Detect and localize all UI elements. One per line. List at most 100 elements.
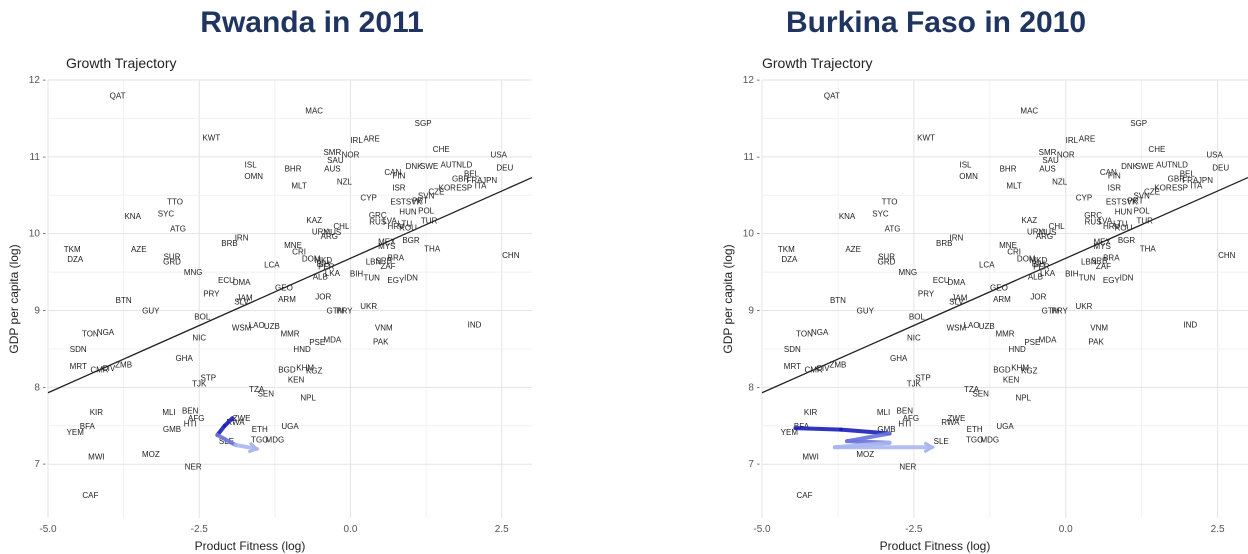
country-label: DMA (233, 278, 251, 287)
country-label: TKM (778, 245, 795, 254)
country-label: BRA (1103, 254, 1120, 263)
country-label: PRT (412, 197, 428, 206)
country-label: SYC (158, 210, 175, 219)
country-label: KWT (202, 134, 220, 143)
scatter-plot: -5.0 -2.5 0.0 2.5 7 - 8 - 9 - 10 - 11 - 12 - Produ… (7, 75, 533, 553)
country-label: BEL (464, 170, 480, 179)
country-label: ATG (885, 224, 901, 233)
country-label: ZWE (233, 414, 251, 423)
country-label: HUN (399, 207, 417, 216)
trend-line (761, 176, 1248, 394)
country-label: JAM (237, 293, 253, 302)
country-label: NGA (811, 328, 829, 337)
country-label: SYC (872, 210, 889, 219)
country-label: TGO (966, 436, 983, 445)
country-label: BTN (116, 296, 132, 305)
country-label: ESP (1172, 184, 1188, 193)
country-label: BEN (182, 406, 199, 415)
country-label: CHE (1148, 145, 1165, 154)
country-label: SRB (376, 257, 392, 266)
country-label: USA (490, 151, 507, 160)
country-label: DEU (496, 164, 513, 173)
country-label: POL (418, 207, 435, 216)
country-label: DNK (406, 162, 424, 171)
country-label: LVA (1098, 217, 1113, 226)
country-label: CAF (797, 491, 813, 500)
country-label: MKD (314, 256, 332, 265)
country-label: BOL (909, 313, 926, 322)
y-tick-label: 8 - (34, 382, 46, 393)
country-label: ESTSVK (1106, 197, 1138, 206)
country-label: ZAF (380, 262, 395, 271)
country-label: KAZ (306, 216, 322, 225)
x-tick-label: 2.5 (495, 524, 509, 535)
country-label: BHR (285, 164, 302, 173)
country-label: GRD (878, 257, 896, 266)
country-label: BIH (1065, 270, 1079, 279)
country-label: PER (1033, 263, 1050, 272)
country-label: RWA (226, 418, 245, 427)
country-label: SGP (1130, 119, 1147, 128)
scatter-plot: -5.0 -2.5 0.0 2.5 7 - 8 - 9 - 10 - 11 - 12 - Produ… (721, 75, 1248, 553)
y-tick-label: 10 - (743, 229, 760, 240)
country-label: GEO (990, 283, 1008, 292)
trajectory-segment (215, 433, 238, 447)
country-label: LCA (264, 260, 280, 269)
country-label: GEO (275, 283, 293, 292)
x-tick-label: 0.0 (344, 524, 358, 535)
country-label: SWE (420, 162, 438, 171)
country-label: NIC (192, 333, 206, 342)
country-label: KNA (839, 212, 856, 221)
y-tick-label: 12 - (29, 75, 46, 86)
country-label: SRB (1091, 257, 1107, 266)
country-label: HTI (184, 419, 197, 428)
country-label: FIN (1108, 171, 1121, 180)
country-label: RUS (369, 217, 386, 226)
country-label: WSM (232, 323, 252, 332)
country-label: CAN (384, 168, 401, 177)
country-label: SMR (1039, 148, 1057, 157)
country-label: AFG (188, 414, 204, 423)
country-label: JPN (1198, 176, 1213, 185)
country-label: ARM (993, 295, 1011, 304)
country-label: JPN (482, 176, 497, 185)
country-label: ISL (245, 161, 258, 170)
country-label: NZL (337, 177, 353, 186)
country-label: DMA (948, 278, 966, 287)
trajectory-arrowhead (923, 441, 936, 454)
country-label: NLD (1172, 161, 1188, 170)
country-label: VNM (1090, 323, 1108, 332)
country-label: QAT (824, 91, 840, 100)
x-axis-title: Product Fitness (log) (195, 539, 306, 553)
country-label: PAK (373, 337, 389, 346)
country-label: CRI (292, 247, 306, 256)
country-label: SLV (949, 297, 964, 306)
trajectory-segment (838, 427, 892, 436)
country-label: PRY (918, 290, 935, 299)
country-label: GMB (163, 425, 181, 434)
country-label: ARM (278, 295, 296, 304)
country-label: LAO (249, 321, 265, 330)
country-label: LKA (325, 269, 341, 278)
country-label: BHR (1000, 164, 1017, 173)
country-label: ISL (960, 161, 973, 170)
country-label: NLD (456, 161, 472, 170)
country-label: JOR (1030, 293, 1046, 302)
country-label: BGD (993, 366, 1011, 375)
country-label: BGD (278, 366, 296, 375)
country-label: POL (1134, 207, 1151, 216)
country-label: HRV (1103, 222, 1120, 231)
country-label: KGZ (1021, 366, 1038, 375)
country-label: HRV (388, 222, 405, 231)
country-label: MKD (1030, 256, 1048, 265)
country-label: BEL (1180, 170, 1196, 179)
country-label: AFG (903, 414, 919, 423)
trend-line (47, 176, 533, 394)
country-label: ZAF (1096, 262, 1111, 271)
country-label: TON (796, 330, 813, 339)
chart-panel-rwanda: Rwanda in 2011 Growth Trajectory -5.0 -2.… (7, 6, 533, 553)
country-label: ITA (1190, 181, 1203, 190)
country-label: PAK (1088, 337, 1104, 346)
country-label: SVN (418, 191, 435, 200)
country-label: GUY (857, 307, 875, 316)
